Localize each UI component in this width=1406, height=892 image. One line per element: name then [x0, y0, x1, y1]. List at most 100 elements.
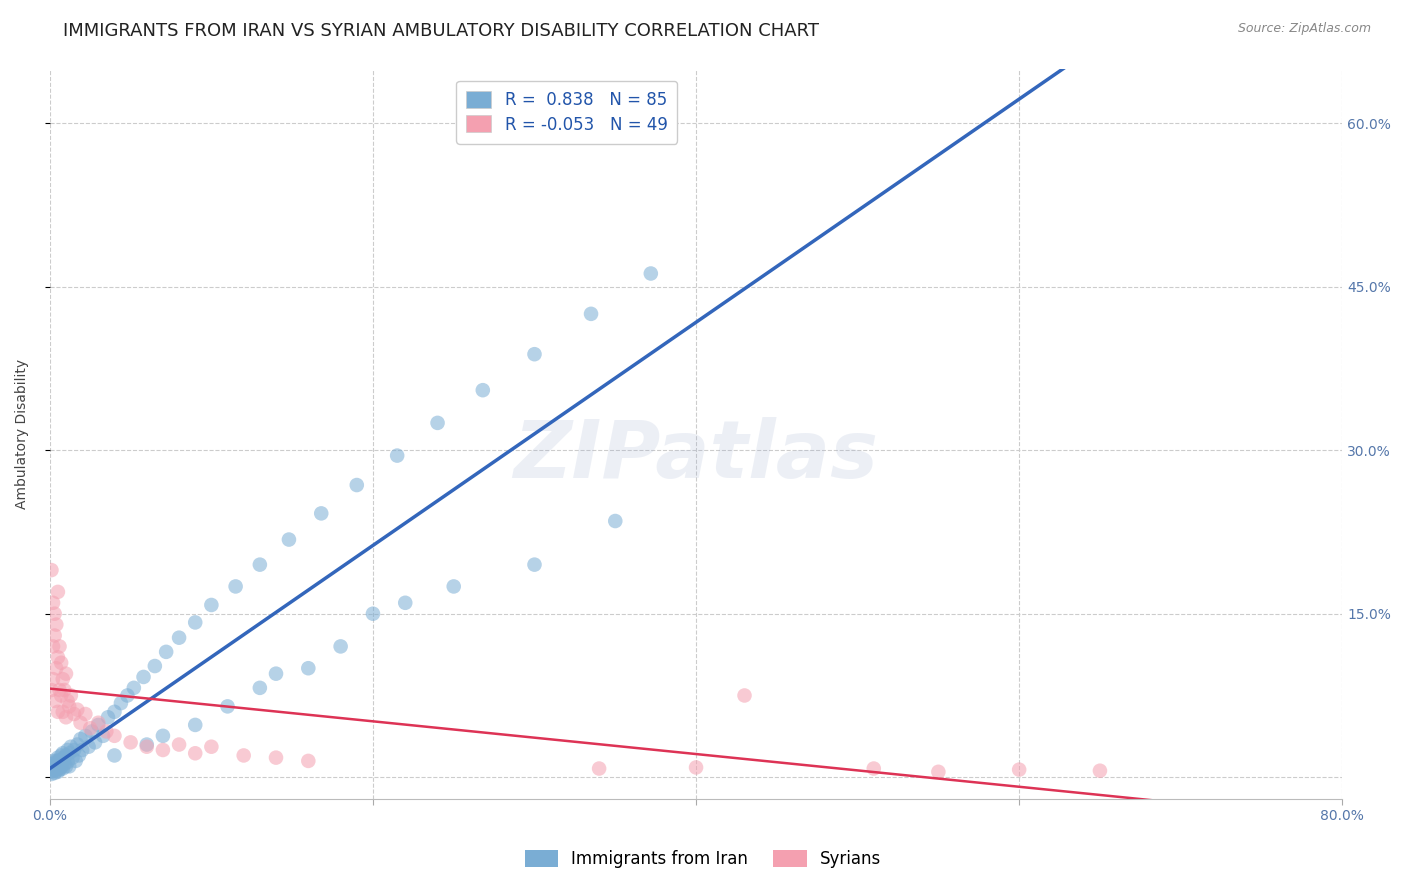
Point	[471, 383, 494, 397]
Point	[79, 721, 101, 735]
Point	[48, 683, 70, 698]
Point	[62, 750, 84, 764]
Point	[394, 596, 416, 610]
Point	[49, 760, 72, 774]
Legend: Immigrants from Iran, Syrians: Immigrants from Iran, Syrians	[517, 843, 889, 875]
Point	[45, 617, 67, 632]
Point	[184, 615, 207, 630]
Point	[69, 732, 91, 747]
Point	[346, 478, 368, 492]
Point	[97, 710, 120, 724]
Point	[277, 533, 299, 547]
Point	[217, 699, 239, 714]
Point	[44, 765, 66, 780]
Point	[49, 656, 72, 670]
Point	[96, 724, 118, 739]
Point	[135, 738, 157, 752]
Point	[41, 767, 63, 781]
Point	[63, 743, 86, 757]
Point	[48, 753, 70, 767]
Point	[640, 267, 662, 281]
Point	[110, 696, 132, 710]
Point	[46, 585, 69, 599]
Point	[443, 579, 465, 593]
Point	[184, 746, 207, 760]
Point	[55, 759, 77, 773]
Point	[41, 683, 63, 698]
Point	[49, 756, 72, 770]
Point	[63, 706, 86, 721]
Point	[48, 758, 70, 772]
Point	[232, 748, 254, 763]
Text: Source: ZipAtlas.com: Source: ZipAtlas.com	[1237, 22, 1371, 36]
Point	[75, 729, 97, 743]
Point	[52, 754, 75, 768]
Point	[48, 640, 70, 654]
Point	[44, 607, 66, 621]
Y-axis label: Ambulatory Disability: Ambulatory Disability	[15, 359, 30, 508]
Point	[44, 628, 66, 642]
Point	[45, 764, 67, 778]
Point	[132, 670, 155, 684]
Point	[42, 754, 65, 768]
Point	[58, 699, 80, 714]
Point	[1008, 763, 1031, 777]
Point	[87, 715, 110, 730]
Point	[41, 759, 63, 773]
Point	[120, 735, 142, 749]
Point	[385, 449, 408, 463]
Point	[184, 718, 207, 732]
Point	[53, 683, 76, 698]
Point	[297, 661, 319, 675]
Point	[91, 729, 114, 743]
Point	[45, 661, 67, 675]
Point	[58, 746, 80, 760]
Point	[53, 757, 76, 772]
Point	[44, 763, 66, 777]
Point	[41, 563, 63, 577]
Point	[46, 705, 69, 719]
Point	[53, 750, 76, 764]
Point	[103, 705, 125, 719]
Point	[42, 757, 65, 772]
Point	[49, 689, 72, 703]
Point	[297, 754, 319, 768]
Point	[523, 558, 546, 572]
Point	[155, 645, 177, 659]
Point	[52, 746, 75, 760]
Point	[862, 762, 884, 776]
Point	[56, 755, 79, 769]
Point	[42, 762, 65, 776]
Point	[42, 764, 65, 778]
Point	[249, 681, 271, 695]
Point	[46, 762, 69, 776]
Point	[361, 607, 384, 621]
Point	[75, 706, 97, 721]
Point	[42, 672, 65, 686]
Point	[56, 743, 79, 757]
Point	[55, 710, 77, 724]
Point	[588, 762, 610, 776]
Legend: R =  0.838   N = 85, R = -0.053   N = 49: R = 0.838 N = 85, R = -0.053 N = 49	[456, 80, 678, 144]
Point	[122, 681, 145, 695]
Point	[143, 659, 166, 673]
Point	[87, 718, 110, 732]
Point	[58, 759, 80, 773]
Point	[225, 579, 247, 593]
Point	[44, 694, 66, 708]
Point	[309, 507, 332, 521]
Point	[65, 754, 87, 768]
Point	[41, 764, 63, 779]
Point	[167, 631, 190, 645]
Point	[44, 759, 66, 773]
Point	[66, 703, 89, 717]
Point	[605, 514, 627, 528]
Point	[1088, 764, 1111, 778]
Point	[46, 764, 69, 779]
Text: IMMIGRANTS FROM IRAN VS SYRIAN AMBULATORY DISABILITY CORRELATION CHART: IMMIGRANTS FROM IRAN VS SYRIAN AMBULATOR…	[63, 22, 820, 40]
Point	[59, 689, 82, 703]
Point	[44, 756, 66, 770]
Point	[135, 739, 157, 754]
Point	[69, 715, 91, 730]
Point	[685, 760, 707, 774]
